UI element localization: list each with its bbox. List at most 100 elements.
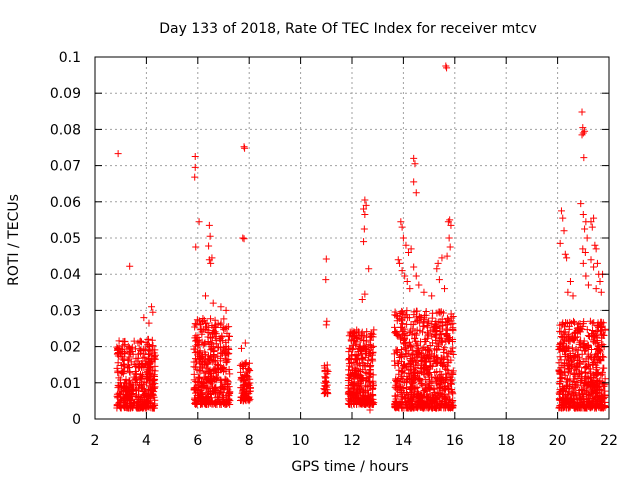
data-point [190,370,198,378]
data-point [590,263,598,271]
data-point [406,395,414,403]
data-point [121,379,129,387]
data-point [123,345,131,353]
data-point [588,319,596,327]
data-point [361,400,369,408]
data-point [406,357,414,365]
data-point [117,376,125,384]
data-point [366,406,374,414]
data-point [579,245,587,253]
data-point [139,404,147,412]
y-tick-label: 0.09 [50,86,81,102]
data-point [242,359,250,367]
data-point [571,319,579,327]
data-point [408,351,416,359]
data-point [212,383,220,391]
data-point [408,380,416,388]
data-point [201,348,209,356]
data-point [412,189,420,197]
data-point [241,372,249,380]
data-point [346,355,354,363]
data-point [216,388,224,396]
data-point [114,384,122,392]
data-point [391,404,399,412]
data-point [131,370,139,378]
data-point [353,370,361,378]
data-point [119,355,127,363]
data-point [420,288,428,296]
x-tick-labels: 2 4 6 8 10 12 14 16 18 20 22 [91,433,618,449]
data-point [210,367,218,375]
data-point [394,359,402,367]
data-point [192,378,200,386]
data-point [557,363,565,371]
data-point [433,265,441,273]
data-point [393,348,401,356]
data-point [562,399,570,407]
data-point [370,399,378,407]
data-point [412,313,420,321]
data-point [439,373,447,381]
data-point [345,332,353,340]
data-point [435,276,443,284]
data-point [580,393,588,401]
data-point [577,394,585,402]
data-point [195,374,203,382]
data-point [345,362,353,370]
data-point [568,385,576,393]
data-point [560,227,568,235]
y-tick-label: 0.08 [50,122,81,138]
data-point [417,338,425,346]
data-point [368,344,376,352]
data-point [425,384,433,392]
data-point [367,370,375,378]
data-point [364,356,372,364]
data-point [151,376,159,384]
data-point [208,322,216,330]
data-point [578,401,586,409]
data-point [215,389,223,397]
data-point [196,360,204,368]
data-point [570,371,578,379]
data-point [360,238,368,246]
data-point [239,386,247,394]
data-point [121,394,129,402]
data-point [591,350,599,358]
data-point [415,349,423,357]
data-point [411,160,419,168]
data-point [571,329,579,337]
data-point [237,374,245,382]
data-point [440,384,448,392]
data-point [584,332,592,340]
x-tick-label: 6 [193,433,202,449]
data-point [217,303,225,311]
y-tick-label: 0 [72,412,81,428]
data-point [559,340,567,348]
data-point [575,326,583,334]
data-point [444,335,452,343]
data-point [578,368,586,376]
data-point [191,355,199,363]
data-point [134,339,142,347]
data-point [350,358,358,366]
x-axis-label: GPS time / hours [291,459,408,475]
data-point [149,308,157,316]
data-point [410,154,418,162]
data-point [433,325,441,333]
y-tick-label: 0.02 [50,340,81,356]
x-tick-label: 22 [600,433,618,449]
data-point [438,338,446,346]
data-point [426,342,434,350]
y-axis-label: ROTI / TECUs [6,194,22,286]
data-point [596,385,604,393]
data-point [446,243,454,251]
data-point [126,262,134,270]
data-point [422,354,430,362]
data-point [406,285,414,293]
data-point [392,385,400,393]
data-point [578,131,586,139]
data-point [418,358,426,366]
data-point [358,330,366,338]
data-point [139,360,147,368]
